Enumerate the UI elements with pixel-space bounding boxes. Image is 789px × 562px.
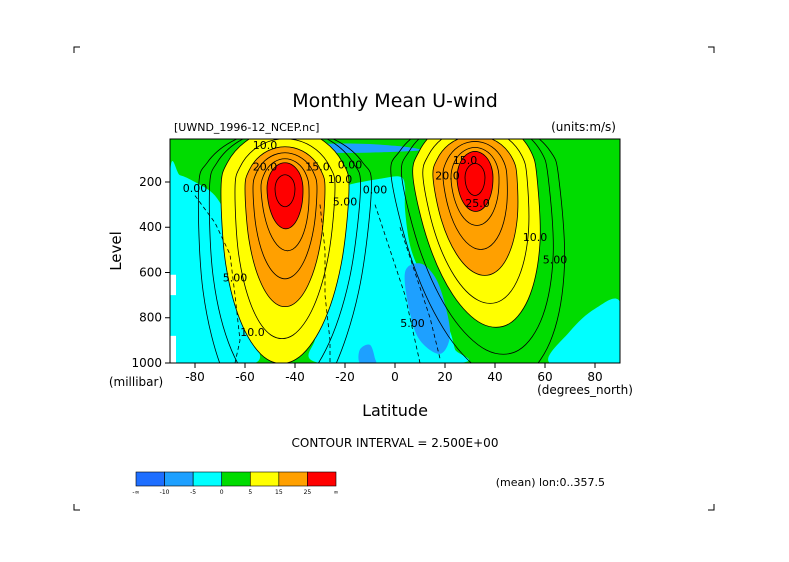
contour-label: 5.00 bbox=[333, 196, 358, 209]
negative-contour-line bbox=[319, 204, 331, 363]
y-axis-label: Level bbox=[107, 231, 125, 271]
corner-mark bbox=[708, 46, 715, 53]
x-tick-label: 60 bbox=[537, 370, 552, 384]
negative-contour-line bbox=[194, 195, 241, 363]
contour-label: 10.0 bbox=[328, 173, 353, 186]
contour-line bbox=[197, 139, 372, 363]
colorbar-tick-label: 25 bbox=[304, 489, 312, 496]
colorbar-tick-label: 0 bbox=[220, 489, 224, 496]
colorbar-tick-label: -∞ bbox=[132, 489, 139, 496]
x-tick-label: -40 bbox=[285, 370, 305, 384]
corner-mark bbox=[708, 504, 715, 511]
colorbar-swatch bbox=[192, 471, 223, 487]
x-axis-label: Latitude bbox=[362, 401, 428, 420]
x-units-label: (degrees_north) bbox=[537, 383, 633, 397]
y-tick-label: 400 bbox=[139, 220, 162, 234]
colorbar-tick-label: ∞ bbox=[334, 489, 339, 496]
contour-label: 10.0 bbox=[523, 231, 548, 244]
x-tick-label: -20 bbox=[335, 370, 355, 384]
contour-label: 0.00 bbox=[363, 183, 388, 196]
x-tick-label: 20 bbox=[437, 370, 452, 384]
negative-contour-line bbox=[399, 227, 441, 359]
chart-title: Monthly Mean U-wind bbox=[292, 90, 498, 112]
y-tick-label: 800 bbox=[139, 311, 162, 325]
colorbar-swatch bbox=[135, 471, 165, 487]
y-tick-label: 200 bbox=[139, 175, 162, 189]
colorbar-tick-label: -5 bbox=[190, 489, 196, 496]
wind-band-fill bbox=[548, 298, 620, 363]
colorbar-tick-label: 15 bbox=[275, 489, 283, 496]
contour-line bbox=[400, 139, 554, 355]
y-units-label: (millibar) bbox=[109, 375, 163, 389]
missing-data-patch bbox=[170, 274, 176, 296]
contour-label: 0.00 bbox=[338, 158, 363, 171]
jet-core-contour bbox=[464, 163, 486, 196]
x-axis: -80 -60 -40 -20 0 20 40 60 80 bbox=[185, 363, 603, 384]
colorbar-swatch bbox=[221, 471, 251, 487]
contour-label: 0.00 bbox=[183, 182, 208, 195]
x-tick-label: 40 bbox=[487, 370, 502, 384]
wind-band-fill bbox=[358, 344, 377, 363]
x-tick-label: -80 bbox=[185, 370, 205, 384]
contour-label: 15.0 bbox=[305, 161, 330, 174]
negative-contour-line bbox=[374, 204, 421, 363]
x-tick-label: 80 bbox=[587, 370, 602, 384]
contour-label: 10.0 bbox=[253, 139, 278, 152]
corner-mark bbox=[73, 504, 80, 511]
jet-core-contour bbox=[274, 174, 296, 208]
colorbar-tick-label: -10 bbox=[160, 489, 170, 496]
dataset-label: [UWND_1996-12_NCEP.nc] bbox=[174, 121, 319, 134]
contour-label: 10.0 bbox=[240, 326, 265, 339]
y-tick-label: 600 bbox=[139, 265, 162, 279]
contour-interval-text: CONTOUR INTERVAL = 2.500E+00 bbox=[292, 436, 499, 450]
contour-line bbox=[208, 139, 361, 363]
y-axis: 200 400 600 800 1000 bbox=[131, 175, 170, 370]
colorbar-swatch bbox=[307, 471, 337, 487]
corner-mark bbox=[73, 46, 80, 53]
colorbar-legend: -∞ -10 -5 0 5 15 25 ∞ bbox=[132, 471, 339, 496]
mean-note: (mean) lon:0..357.5 bbox=[496, 476, 605, 489]
colorbar-swatch bbox=[278, 471, 308, 487]
contour-label: 20.0 bbox=[253, 161, 278, 174]
missing-data-patch bbox=[170, 335, 176, 363]
contour-line bbox=[390, 139, 566, 363]
colorbar-tick-label: 5 bbox=[248, 489, 252, 496]
x-tick-label: 0 bbox=[391, 370, 399, 384]
contour-label: 5.00 bbox=[223, 272, 248, 285]
colorbar-swatch bbox=[249, 471, 280, 487]
units-label: (units:m/s) bbox=[551, 120, 616, 134]
y-tick-label: 1000 bbox=[131, 356, 162, 370]
contour-label: 25.0 bbox=[465, 197, 490, 210]
contour-label: 20.0 bbox=[435, 170, 460, 183]
colorbar-swatch bbox=[164, 471, 194, 487]
contour-label: 15.0 bbox=[453, 154, 478, 167]
contour-label: 5.00 bbox=[543, 253, 568, 266]
x-tick-label: -60 bbox=[235, 370, 255, 384]
contour-label: 5.00 bbox=[400, 317, 425, 330]
